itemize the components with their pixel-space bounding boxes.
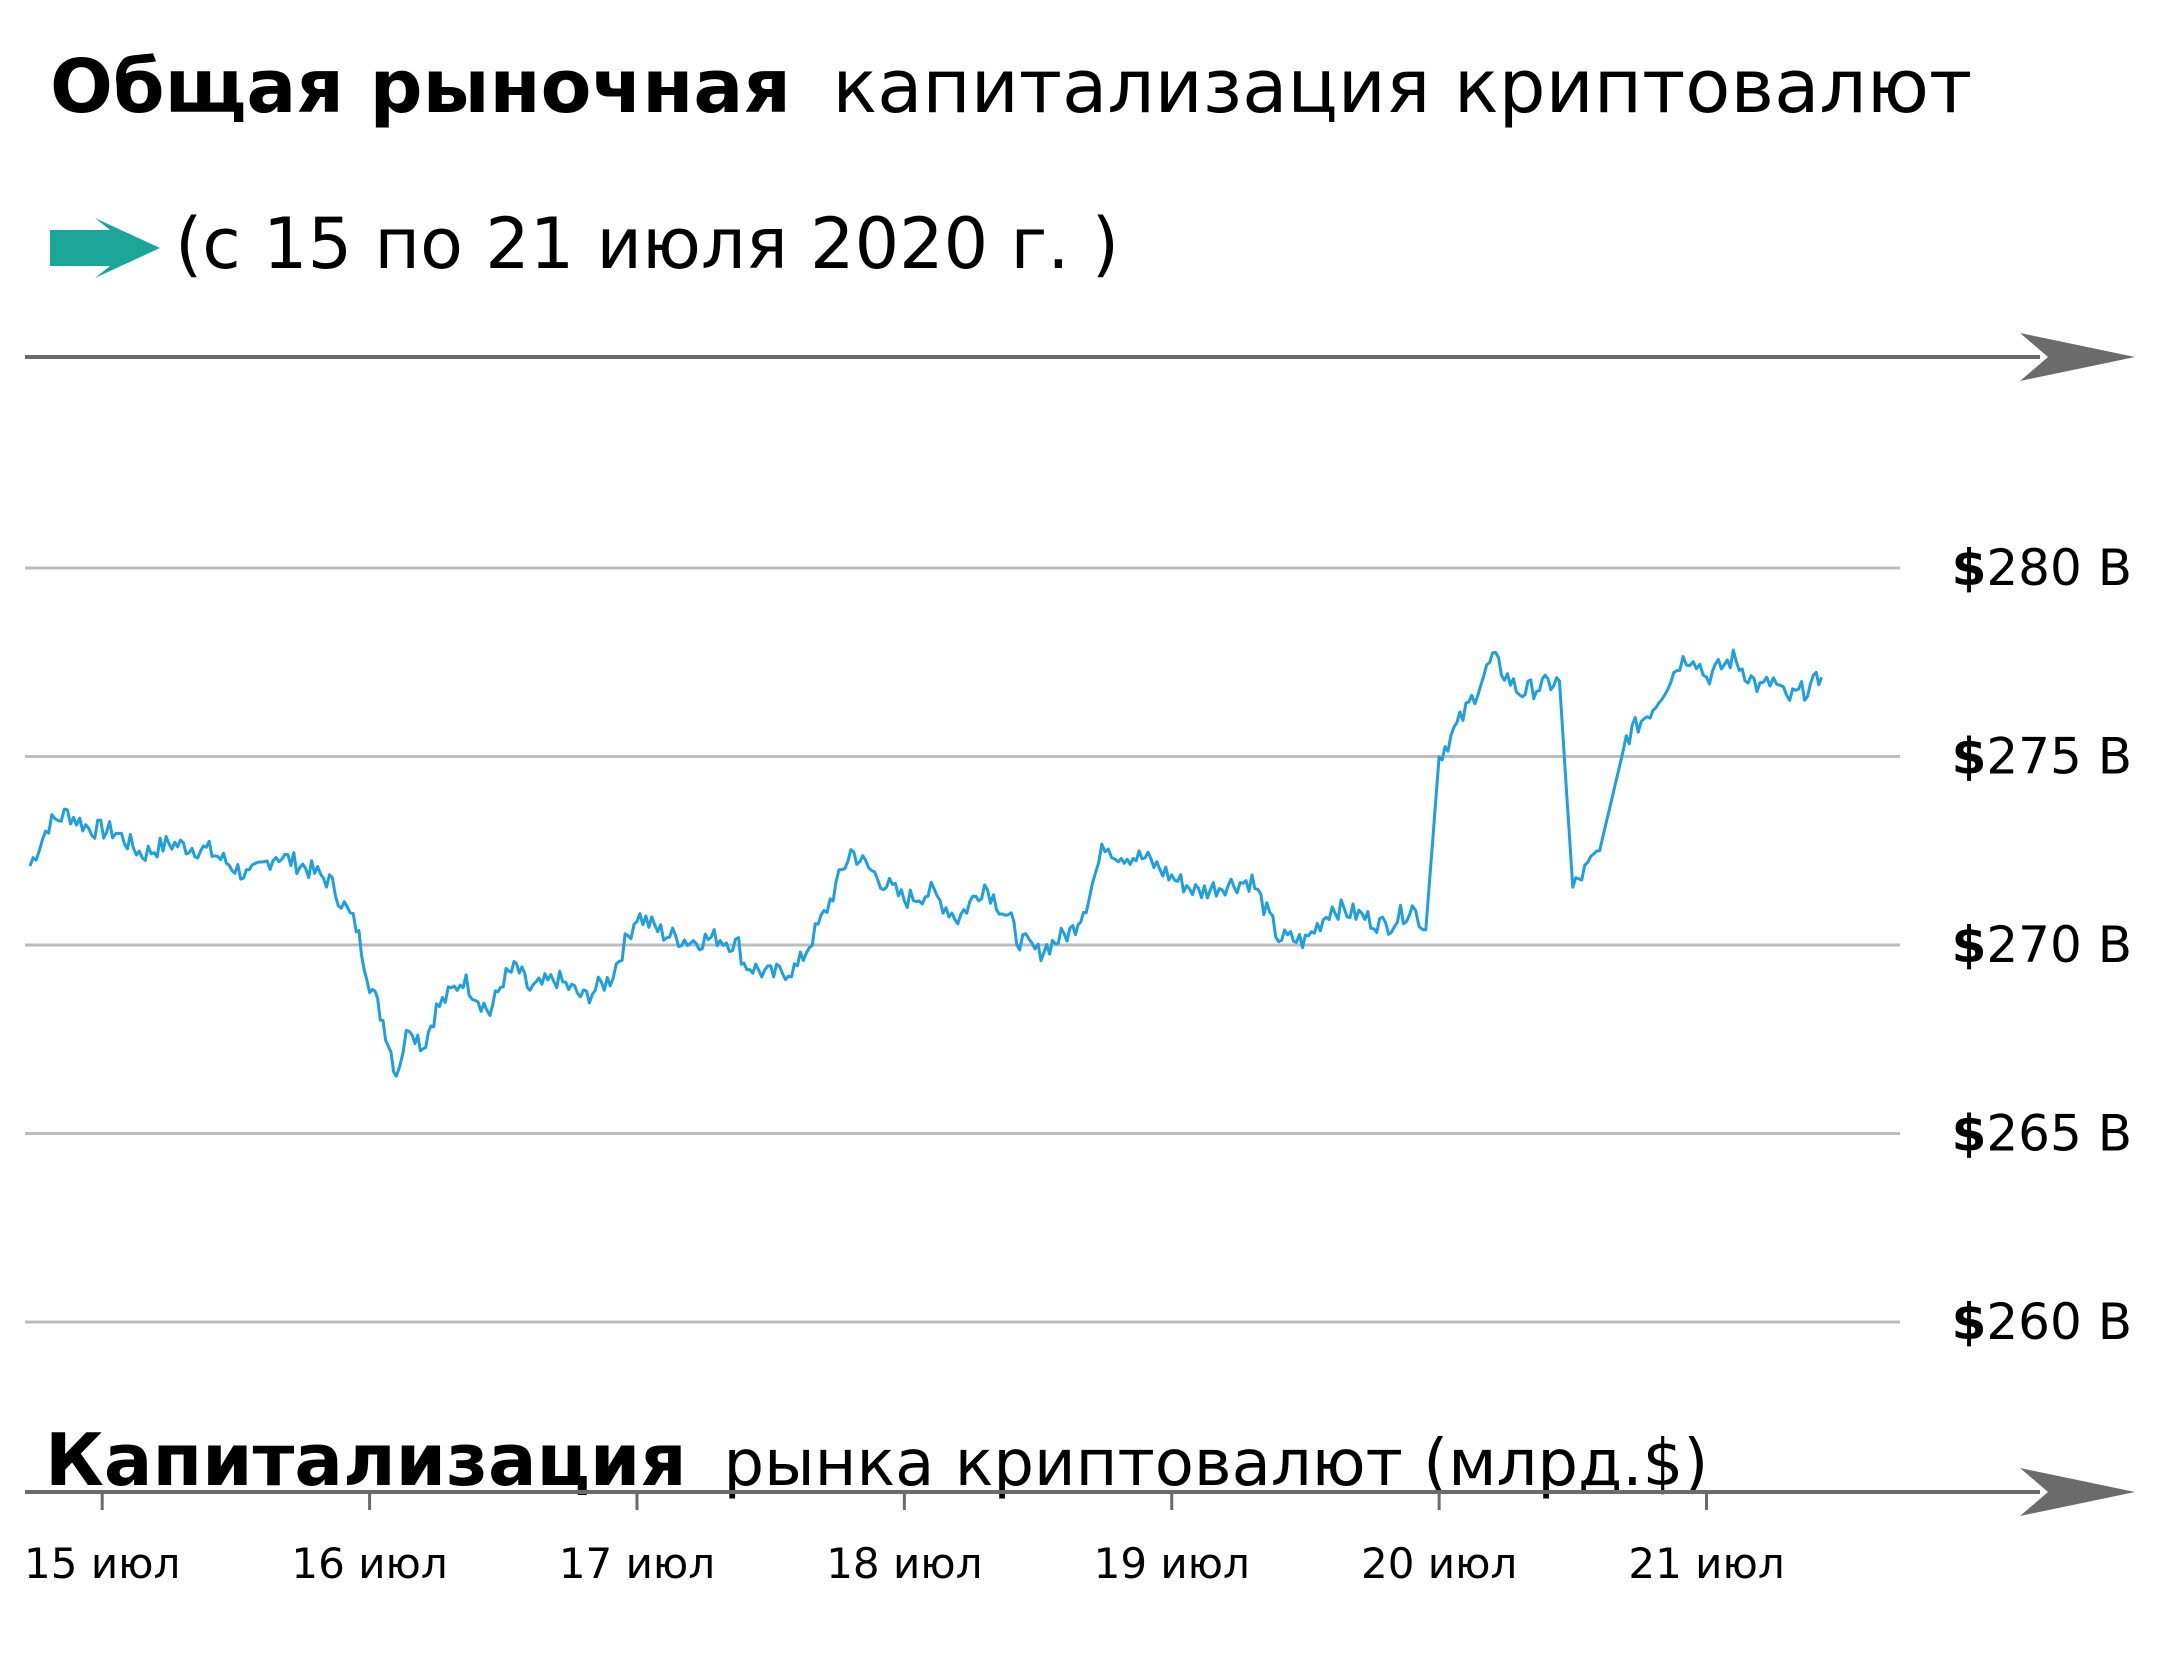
x-axis-label: Капитализация рынка криптовалют (млрд.$) bbox=[45, 1418, 1708, 1502]
x-axis-label-rest: рынка криптовалют (млрд.$) bbox=[724, 1427, 1709, 1501]
x-tick-label: 17 июл bbox=[559, 1539, 715, 1588]
chart-subtitle: (с 15 по 21 июля 2020 г. ) bbox=[175, 203, 1119, 285]
y-tick-label: $265 B bbox=[1952, 1105, 2132, 1163]
x-tick-label: 21 июл bbox=[1628, 1539, 1784, 1588]
grid-layer bbox=[25, 566, 1900, 1324]
x-tick-label: 15 июл bbox=[24, 1539, 180, 1588]
y-tick-label: $280 B bbox=[1952, 539, 2132, 597]
series-line bbox=[28, 648, 1823, 1078]
y-tick-label: $275 B bbox=[1952, 728, 2132, 786]
y-tick-labels: $280 B $275 B $270 B $265 B $260 B bbox=[1952, 539, 2132, 1351]
x-axis-arrow-icon bbox=[2020, 1468, 2135, 1516]
x-tick-label: 19 июл bbox=[1094, 1539, 1250, 1588]
x-axis-label-bold: Капитализация bbox=[45, 1418, 687, 1502]
x-tick-labels: 15 июл 16 июл 17 июл 18 июл 19 июл 20 июл 21 и… bbox=[24, 1492, 1785, 1588]
top-arrow-icon bbox=[2020, 333, 2135, 381]
x-tick-label: 18 июл bbox=[826, 1539, 982, 1588]
y-tick-label: $260 B bbox=[1952, 1293, 2132, 1351]
series-layer bbox=[28, 648, 1823, 1078]
chart-title-rest: капитализация криптовалют bbox=[832, 44, 1972, 130]
chart-title-bold: Общая рыночная bbox=[50, 44, 791, 130]
x-tick-label: 16 июл bbox=[291, 1539, 447, 1588]
x-tick-label: 20 июл bbox=[1361, 1539, 1517, 1588]
y-tick-label: $270 B bbox=[1952, 916, 2132, 974]
teal-arrow-icon bbox=[50, 218, 160, 278]
chart-title: Общая рыночная капитализация криптовалют bbox=[50, 44, 1972, 130]
